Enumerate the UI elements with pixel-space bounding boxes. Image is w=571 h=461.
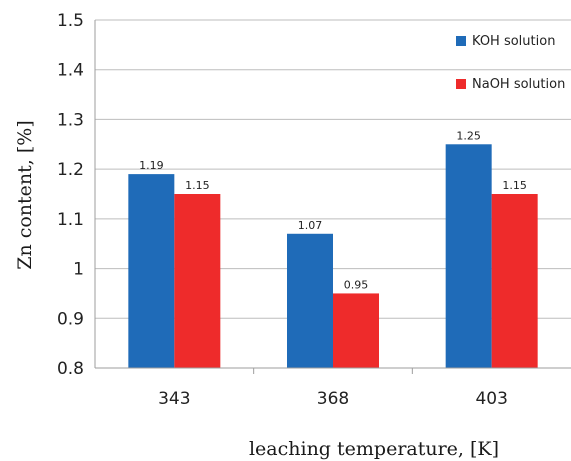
y-axis: 0.8 0.9 1 1.1 1.2 1.3 1.4 1.5 xyxy=(57,11,96,379)
bar-koh-368 xyxy=(287,233,333,368)
x-tick-label: 403 xyxy=(475,389,507,409)
y-tick-label: 1.2 xyxy=(57,160,84,180)
data-label: 1.19 xyxy=(139,159,164,172)
bar-naoh-343 xyxy=(174,194,221,368)
data-label: 1.15 xyxy=(502,179,527,192)
y-tick-label: 1.1 xyxy=(57,210,84,230)
y-tick-label: 1 xyxy=(73,260,84,280)
bar-koh-403 xyxy=(445,144,492,368)
x-axis: 343 368 403 xyxy=(95,367,571,409)
bar-naoh-403 xyxy=(491,194,538,368)
y-axis-title: Zn content, [%] xyxy=(14,120,36,270)
bar-naoh-368 xyxy=(333,293,379,368)
data-label: 1.25 xyxy=(456,129,481,142)
data-label: 1.07 xyxy=(298,219,323,232)
y-tick-label: 1.3 xyxy=(57,110,84,130)
data-label: 1.15 xyxy=(185,179,210,192)
x-tick-label: 368 xyxy=(317,389,349,409)
y-tick-label: 0.9 xyxy=(57,309,84,329)
x-axis-title: leaching temperature, [K] xyxy=(249,438,499,460)
x-tick-label: 343 xyxy=(158,389,190,409)
bar-koh-343 xyxy=(128,174,175,368)
data-labels: 1.19 1.15 1.07 0.95 1.25 1.15 xyxy=(139,129,527,291)
y-tick-label: 1.5 xyxy=(57,11,84,31)
legend: KOH solution NaOH solution xyxy=(456,34,565,92)
data-label: 0.95 xyxy=(344,278,369,291)
legend-label: NaOH solution xyxy=(472,77,565,92)
legend-label: KOH solution xyxy=(472,34,555,49)
legend-swatch xyxy=(456,36,466,46)
y-tick-label: 1.4 xyxy=(57,61,84,81)
y-tick-label: 0.8 xyxy=(57,359,84,379)
legend-swatch xyxy=(456,79,466,89)
bars xyxy=(128,144,538,368)
